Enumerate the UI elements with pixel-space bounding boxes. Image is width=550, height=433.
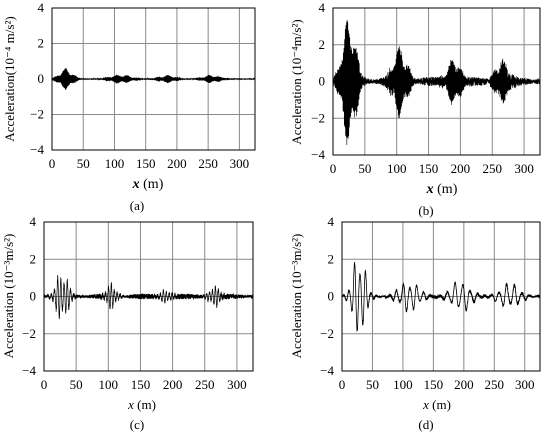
panel-b-x-tick-label: 100 (387, 161, 407, 176)
panel-a-label: (a) (130, 198, 144, 213)
panel-b-y-tick-label: −2 (311, 110, 325, 125)
panel-a-x-tick-label: 200 (167, 156, 187, 171)
panel-a-y-tick-label: −2 (30, 107, 44, 122)
panel-b-trace (332, 19, 541, 146)
panel-a-y-tick-label: 0 (38, 71, 45, 86)
panel-c-x-tick-labels: 0 50 100 150 200 250 300 (41, 377, 247, 392)
panel-b-y-tick-label: 2 (319, 37, 326, 52)
panel-a-x-tick-label: 150 (136, 156, 156, 171)
panel-d-label: (d) (418, 417, 433, 432)
panel-b-y-tick-label: −4 (311, 147, 325, 162)
panel-c-x-axis-label: x (m) (127, 397, 156, 412)
panel-b-label: (b) (418, 203, 433, 218)
panel-b-y-axis-label: Acceleration (10⁻⁴m/s²) (289, 19, 304, 144)
panel-d-x-axis-label: x (m) (422, 397, 451, 412)
panel-a-trace (51, 68, 256, 90)
panel-b-y-tick-labels: −4 −2 0 2 4 (311, 0, 325, 162)
panel-a-y-tick-label: 2 (38, 36, 45, 51)
panel-d-y-tick-label: −2 (320, 326, 334, 341)
panel-b-x-tick-labels: 0 50 100 150 200 250 300 (330, 161, 534, 176)
panel-c-x-tick-label: 50 (70, 377, 83, 392)
panel-a-x-tick-label: 250 (198, 156, 218, 171)
panel-c-y-axis-label: Acceleration (10⁻³m/s²) (1, 234, 16, 359)
panel-c-y-tick-label: 0 (30, 289, 37, 304)
panel-c-y-tick-label: 2 (30, 251, 37, 266)
panel-d-y-tick-labels: −4 −2 0 2 4 (320, 214, 334, 378)
panel-d-x-tick-label: 200 (454, 377, 474, 392)
panel-b-x-axis-label: x (m) (426, 182, 458, 197)
panel-a-y-tick-label: −4 (30, 142, 44, 157)
panel-d-x-tick-label: 150 (424, 377, 444, 392)
panel-b-x-tick-label: 50 (358, 161, 371, 176)
panel-c-y-tick-label: −4 (22, 363, 36, 378)
panel-d-x-tick-label: 300 (515, 377, 535, 392)
panel-a-x-tick-label: 50 (77, 156, 90, 171)
panel-b-x-tick-label: 300 (514, 161, 534, 176)
panel-d-x-tick-label: 100 (393, 377, 413, 392)
panel-a-x-tick-label: 0 (49, 156, 56, 171)
panel-d-trace (341, 261, 541, 333)
panel-b-x-tick-label: 200 (451, 161, 471, 176)
panel-a-y-axis-label: Acceleration(10⁻⁴ m/s²) (2, 16, 17, 141)
panel-a-x-tick-label: 300 (230, 156, 250, 171)
panel-a: 0 50 100 150 200 250 300 −4 −2 0 2 4 Acceleration(… (2, 0, 256, 213)
panel-b-x-tick-label: 0 (330, 161, 337, 176)
panel-c: 0 50 100 150 200 250 300 −4 −2 0 2 4 Acceleration … (1, 214, 254, 432)
panel-d-x-tick-label: 0 (339, 377, 346, 392)
panel-c-x-tick-label: 100 (99, 377, 119, 392)
panel-c-x-tick-label: 300 (227, 377, 247, 392)
panel-c-trace (43, 275, 254, 320)
panel-a-x-tick-labels: 0 50 100 150 200 250 300 (49, 156, 249, 171)
panel-b-x-tick-label: 250 (482, 161, 502, 176)
panel-a-y-tick-labels: −4 −2 0 2 4 (30, 0, 44, 157)
panel-d-x-tick-label: 50 (366, 377, 379, 392)
panel-b-y-tick-label: 4 (319, 0, 326, 15)
panel-a-x-axis-label: x (m) (132, 177, 164, 192)
panel-c-x-tick-label: 150 (131, 377, 151, 392)
panel-d-y-tick-label: 4 (328, 214, 335, 229)
panel-d-x-tick-labels: 0 50 100 150 200 250 300 (339, 377, 535, 392)
panel-c-x-tick-label: 200 (163, 377, 183, 392)
panel-a-x-tick-label: 100 (105, 156, 125, 171)
panel-c-y-tick-labels: −4 −2 0 2 4 (22, 214, 36, 378)
panel-c-x-tick-label: 0 (41, 377, 48, 392)
panel-a-y-tick-label: 4 (38, 0, 45, 15)
panel-d-y-axis-label: Acceleration (10⁻³m/s²) (289, 234, 304, 359)
panel-b-y-tick-label: 0 (319, 74, 326, 89)
panel-d-y-tick-label: 2 (328, 251, 335, 266)
panel-c-y-tick-label: −2 (22, 326, 36, 341)
panel-d: 0 50 100 150 200 250 300 −4 −2 0 2 4 Acceleration … (289, 214, 541, 432)
panel-c-x-tick-label: 250 (195, 377, 215, 392)
panel-d-x-tick-label: 250 (485, 377, 505, 392)
panel-c-y-tick-label: 4 (30, 214, 37, 229)
panel-c-label: (c) (130, 417, 144, 432)
panel-d-y-tick-label: 0 (328, 289, 335, 304)
panel-b: 0 50 100 150 200 250 300 −4 −2 0 2 4 Acceleration … (289, 0, 541, 218)
panel-b-x-tick-label: 150 (419, 161, 439, 176)
panel-d-y-tick-label: −4 (320, 363, 334, 378)
